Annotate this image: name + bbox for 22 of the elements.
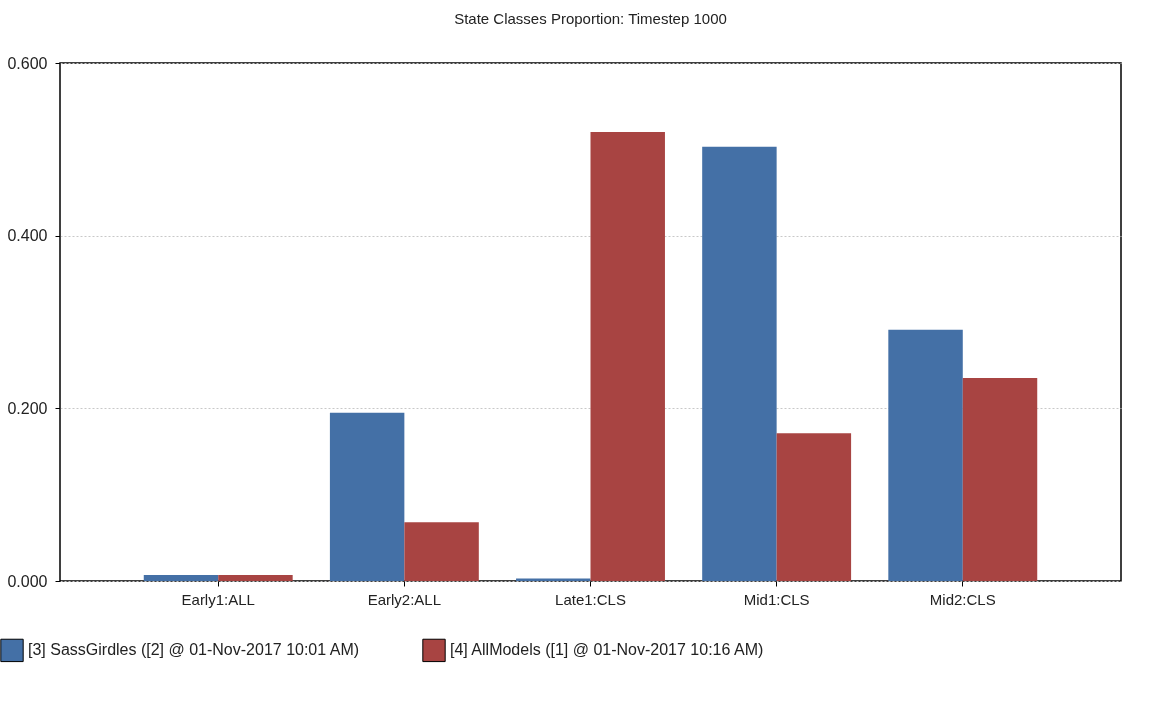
bar xyxy=(516,578,591,581)
legend-label: [3] SassGirdles ([2] @ 01-Nov-2017 10:01 AM) xyxy=(28,641,360,659)
bar xyxy=(888,329,963,581)
bar xyxy=(962,378,1038,581)
y-tick-label: 0.200 xyxy=(7,399,48,417)
bar xyxy=(218,574,293,581)
bar xyxy=(776,433,852,581)
y-tick-label: 0.000 xyxy=(7,572,48,590)
x-tick-label: Mid1:CLS xyxy=(743,590,810,608)
x-tick-label: Mid2:CLS xyxy=(929,590,996,608)
x-tick-label: Early1:ALL xyxy=(181,590,255,608)
x-tick-label: Early2:ALL xyxy=(367,590,442,608)
bar xyxy=(329,412,405,581)
x-tick-label: Late1:CLS xyxy=(555,590,626,608)
bar xyxy=(702,146,777,581)
bar xyxy=(590,132,665,581)
y-tick-label: 0.400 xyxy=(7,227,48,245)
legend-label: [4] AllModels ([1] @ 01-Nov-2017 10:16 AM) xyxy=(450,641,764,659)
bar xyxy=(143,574,219,581)
bar xyxy=(404,522,479,581)
chart-title: State Classes Proportion: Timestep 1000 xyxy=(454,10,727,27)
y-tick-label: 0.600 xyxy=(7,54,48,72)
